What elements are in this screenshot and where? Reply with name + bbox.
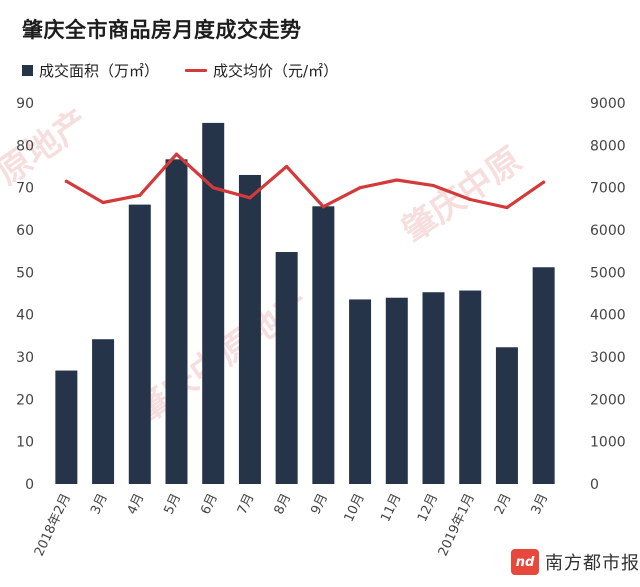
line-point — [101, 200, 105, 205]
y-right-tick-label: 8000 — [590, 138, 626, 154]
bar — [202, 122, 225, 484]
y-left-tick-label: 10 — [16, 435, 34, 451]
bar — [165, 159, 188, 484]
x-tick-label: 2019年1月 — [436, 491, 478, 558]
x-tick-label: 10月 — [342, 491, 368, 524]
y-axis-left: 0 10 20 30 40 50 60 70 80 90 — [16, 96, 34, 493]
line-series — [64, 152, 546, 210]
y-left-tick-label: 40 — [16, 308, 34, 324]
y-right-tick-label: 1000 — [590, 435, 626, 451]
line-point — [138, 193, 142, 197]
bar — [92, 339, 115, 484]
line-point — [174, 152, 179, 156]
y-right-tick-label: 9000 — [590, 96, 626, 112]
bar — [385, 297, 408, 484]
x-tick-label: 2月 — [492, 491, 515, 517]
x-tick-label: 12月 — [415, 491, 441, 524]
x-tick-label: 3月 — [529, 491, 552, 517]
y-left-tick-label: 60 — [16, 223, 34, 239]
brand-logo: nd — [511, 549, 539, 575]
bar — [349, 299, 372, 484]
line-point — [505, 205, 509, 210]
bar — [275, 252, 298, 484]
x-tick-label: 3月 — [88, 491, 111, 517]
y-left-tick-label: 50 — [16, 265, 34, 281]
bar — [422, 292, 445, 484]
chart-legend: 成交面积（万㎡） 成交均价（元/㎡） — [22, 60, 364, 80]
brand-mark: nd 南方都市报 — [511, 547, 640, 577]
y-right-tick-label: 2000 — [590, 392, 626, 408]
bar — [312, 206, 335, 484]
bar — [238, 174, 261, 484]
y-left-tick-label: 70 — [16, 181, 34, 197]
line-point — [64, 179, 68, 183]
x-tick-label: 7月 — [235, 491, 258, 517]
y-axis-right: 0 1000 2000 3000 4000 5000 6000 7000 8000 9000 — [590, 96, 626, 493]
legend-label-area: 成交面积（万㎡） — [39, 61, 160, 80]
y-left-tick-label: 20 — [16, 392, 34, 408]
chart-title: 肇庆全市商品房月度成交走势 — [22, 18, 302, 42]
price-line — [64, 152, 546, 210]
y-right-tick-label: 6000 — [590, 223, 626, 239]
y-left-tick-label: 80 — [16, 138, 34, 154]
line-point — [321, 205, 325, 209]
line-point — [468, 197, 472, 202]
brand-name: 南方都市报 — [545, 553, 640, 574]
legend-label-price: 成交均价（元/㎡） — [213, 61, 339, 80]
x-tick-label: 5月 — [162, 491, 185, 517]
bar — [532, 267, 555, 484]
line-point — [211, 186, 215, 190]
line-point — [542, 180, 546, 184]
y-right-tick-label: 3000 — [590, 350, 626, 366]
y-right-tick-label: 5000 — [590, 265, 626, 281]
y-left-tick-label: 0 — [25, 477, 34, 493]
bar — [459, 290, 482, 484]
y-right-tick-label: 7000 — [590, 181, 626, 197]
y-left-tick-label: 90 — [16, 96, 34, 112]
legend-item-price: 成交均价（元/㎡） — [185, 60, 338, 81]
x-tick-label: 2018年2月 — [32, 491, 74, 558]
legend-swatch-bar — [22, 64, 33, 76]
line-point — [285, 164, 289, 169]
bar — [495, 347, 518, 484]
legend-swatch-line — [185, 68, 208, 72]
y-right-tick-label: 4000 — [590, 308, 626, 324]
line-point — [248, 196, 252, 200]
x-tick-label: 8月 — [272, 491, 295, 517]
x-tick-label: 6月 — [198, 491, 221, 517]
x-tick-label: 4月 — [125, 491, 148, 517]
y-right-tick-label: 0 — [590, 477, 599, 493]
x-tick-label: 9月 — [308, 491, 331, 517]
bar-series — [55, 122, 555, 484]
line-point — [358, 186, 362, 190]
line-point — [431, 183, 436, 188]
x-tick-label: 11月 — [378, 491, 404, 524]
line-point — [395, 178, 399, 182]
y-left-tick-label: 30 — [16, 350, 34, 366]
bar — [55, 370, 78, 484]
bar — [128, 204, 151, 484]
legend-item-area: 成交面积（万㎡） — [22, 60, 159, 81]
